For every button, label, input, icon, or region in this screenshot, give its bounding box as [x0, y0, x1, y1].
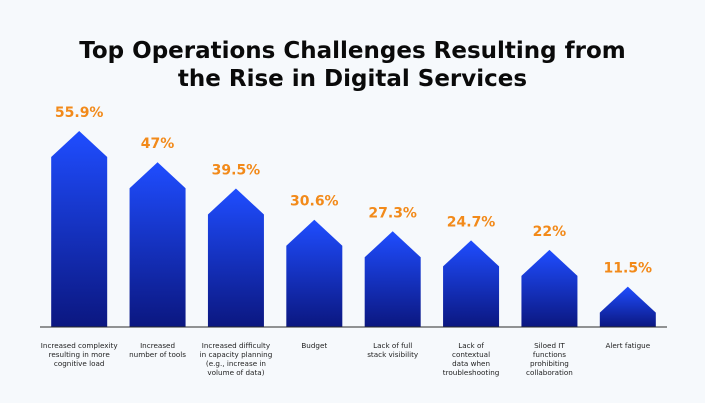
bars-group [51, 131, 656, 327]
category-labels-group: Increased complexity resulting in more cog… [41, 341, 651, 377]
category-label-line: Lack of full [373, 341, 412, 350]
category-label-line: volume of data) [207, 368, 264, 377]
category-label-line: stack visibility [367, 350, 419, 359]
category-label-6: Lack of contextual data when troubleshootin… [443, 341, 500, 377]
category-label-line: Lack of [458, 341, 484, 350]
value-label-8: 11.5% [604, 261, 653, 277]
category-label-line: Increased [140, 341, 175, 350]
value-label-5: 27.3% [368, 205, 417, 221]
value-label-4: 30.6% [290, 194, 339, 210]
category-label-line: cognitive load [54, 359, 105, 368]
value-label-3: 39.5% [212, 163, 261, 179]
value-label-6: 24.7% [447, 214, 496, 230]
category-label-line: Alert fatigue [605, 341, 650, 350]
value-labels-group: 55.9% 47% 39.5% 30.6% 27.3% 24.7% 22% 11.5% [55, 105, 652, 277]
value-label-1: 55.9% [55, 105, 104, 121]
value-label-2: 47% [141, 136, 175, 152]
category-label-line: Increased difficulty [202, 341, 271, 350]
category-label-line: Increased complexity [41, 341, 119, 350]
category-label-line: number of tools [129, 350, 186, 359]
bar-4 [286, 219, 343, 327]
bar-3 [207, 188, 264, 327]
category-label-5: Lack of full stack visibility [367, 341, 419, 359]
bar-1 [51, 131, 108, 327]
bar-7 [521, 249, 578, 327]
bar-5 [364, 231, 421, 327]
category-label-1: Increased complexity resulting in more cog… [41, 341, 119, 368]
value-label-7: 22% [533, 224, 567, 240]
category-label-line: troubleshooting [443, 368, 500, 377]
category-label-line: prohibiting [530, 359, 569, 368]
category-label-7: Siloed IT functions prohibiting collaborati… [526, 341, 573, 377]
category-label-line: Budget [301, 341, 327, 350]
category-label-8: Alert fatigue [605, 341, 650, 350]
category-label-3: Increased difficulty in capacity planning… [200, 341, 273, 377]
category-label-line: contextual [452, 350, 490, 359]
category-label-line: data when [452, 359, 490, 368]
bar-6 [443, 240, 500, 327]
category-label-line: Siloed IT [534, 341, 565, 350]
category-label-line: (e.g., increase in [206, 359, 266, 368]
category-label-line: resulting in more [49, 350, 111, 359]
category-label-line: functions [533, 350, 566, 359]
category-label-4: Budget [301, 341, 327, 350]
chart-title-line-2: the Rise in Digital Services [178, 66, 527, 92]
category-label-line: in capacity planning [200, 350, 273, 359]
chart-title: Top Operations Challenges Resulting from… [79, 38, 626, 92]
bar-2 [129, 162, 186, 327]
bar-8 [599, 286, 656, 327]
category-label-2: Increased number of tools [129, 341, 186, 359]
chart-title-line-1: Top Operations Challenges Resulting from [79, 38, 626, 64]
category-label-line: collaboration [526, 368, 573, 377]
